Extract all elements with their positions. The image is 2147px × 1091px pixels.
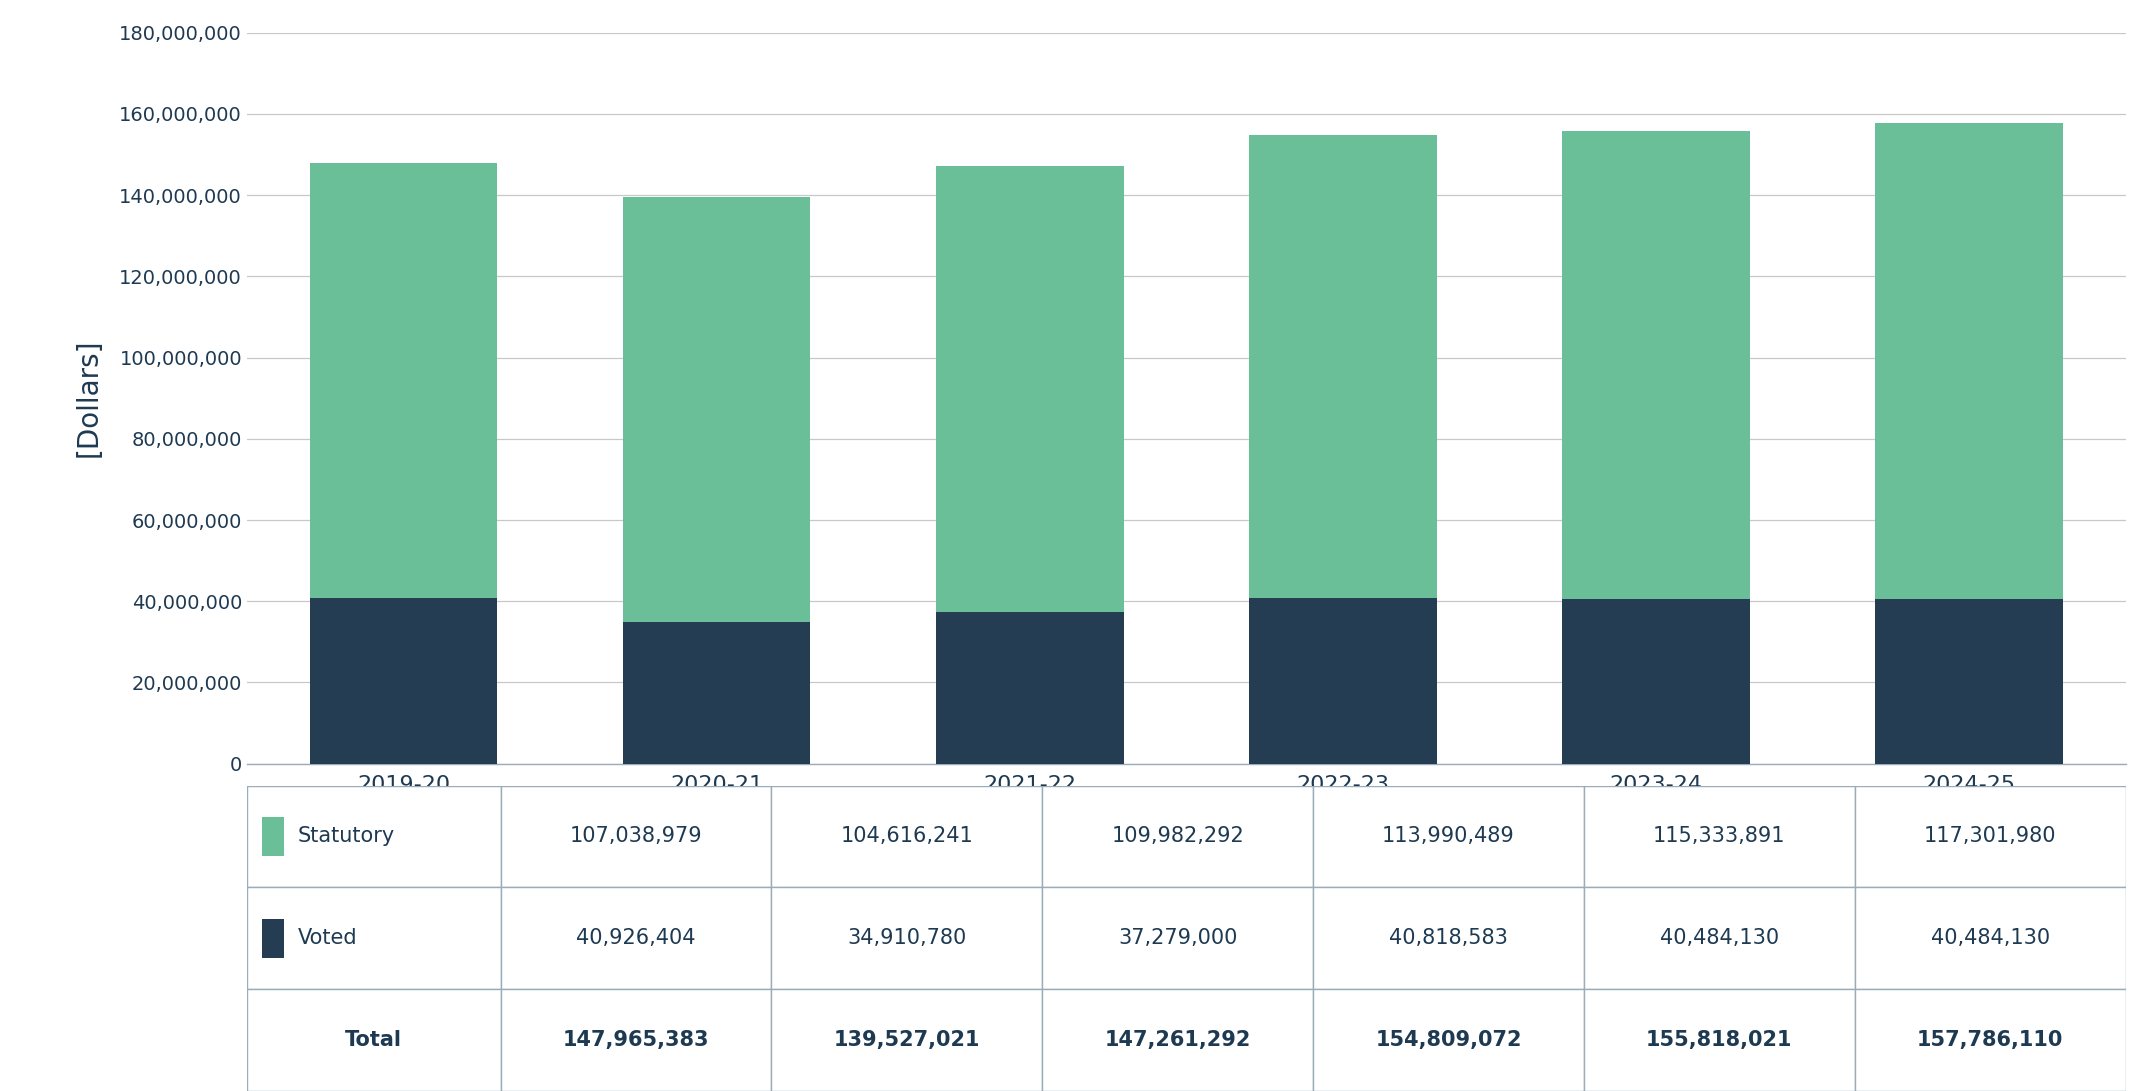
Bar (500, 786, 771, 887)
Text: 155,818,021: 155,818,021 (1647, 1030, 1793, 1050)
Text: Statutory: Statutory (298, 827, 395, 847)
Text: 40,926,404: 40,926,404 (575, 928, 696, 948)
Bar (1584, 990, 1855, 1091)
Bar (1314, 887, 1584, 990)
Bar (936, 166, 1123, 612)
Text: 104,616,241: 104,616,241 (839, 827, 973, 847)
Text: Voted: Voted (298, 928, 356, 948)
Bar (1041, 990, 1314, 1091)
Bar (936, 612, 1123, 764)
Text: 113,990,489: 113,990,489 (1383, 827, 1516, 847)
Bar (1874, 123, 2063, 599)
Text: 157,786,110: 157,786,110 (1917, 1030, 2063, 1050)
Text: 154,809,072: 154,809,072 (1376, 1030, 1522, 1050)
Text: 34,910,780: 34,910,780 (848, 928, 966, 948)
Text: 139,527,021: 139,527,021 (833, 1030, 979, 1050)
Text: 147,965,383: 147,965,383 (563, 1030, 709, 1050)
Text: 109,982,292: 109,982,292 (1112, 827, 1243, 847)
Bar (1563, 599, 1750, 764)
Bar (1314, 786, 1584, 887)
Bar (309, 598, 498, 764)
Text: 117,301,980: 117,301,980 (1924, 827, 2057, 847)
Text: 37,279,000: 37,279,000 (1119, 928, 1237, 948)
Bar (247, 990, 500, 1091)
Text: 147,261,292: 147,261,292 (1104, 1030, 1252, 1050)
Bar (1855, 786, 2126, 887)
Bar (1563, 131, 1750, 599)
Bar (262, 817, 283, 855)
Bar (1584, 887, 1855, 990)
Text: 40,818,583: 40,818,583 (1389, 928, 1507, 948)
Y-axis label: [Dollars]: [Dollars] (75, 339, 103, 457)
Bar (771, 887, 1041, 990)
Text: 40,484,130: 40,484,130 (1660, 928, 1780, 948)
Text: 40,484,130: 40,484,130 (1930, 928, 2050, 948)
Bar (623, 197, 812, 622)
Bar (1250, 135, 1436, 598)
Text: 115,333,891: 115,333,891 (1653, 827, 1786, 847)
Bar (1250, 598, 1436, 764)
Bar (771, 786, 1041, 887)
Bar (247, 887, 500, 990)
Text: 107,038,979: 107,038,979 (569, 827, 702, 847)
Bar (1855, 887, 2126, 990)
Bar (1584, 786, 1855, 887)
Bar (1041, 887, 1314, 990)
Bar (247, 786, 500, 887)
Bar (1855, 990, 2126, 1091)
Bar (1314, 990, 1584, 1091)
Bar (262, 919, 283, 958)
Bar (1874, 599, 2063, 764)
Bar (1041, 786, 1314, 887)
Text: Total: Total (346, 1030, 401, 1050)
Bar (500, 887, 771, 990)
Bar (500, 990, 771, 1091)
Bar (623, 622, 812, 764)
Bar (771, 990, 1041, 1091)
Bar (309, 163, 498, 598)
